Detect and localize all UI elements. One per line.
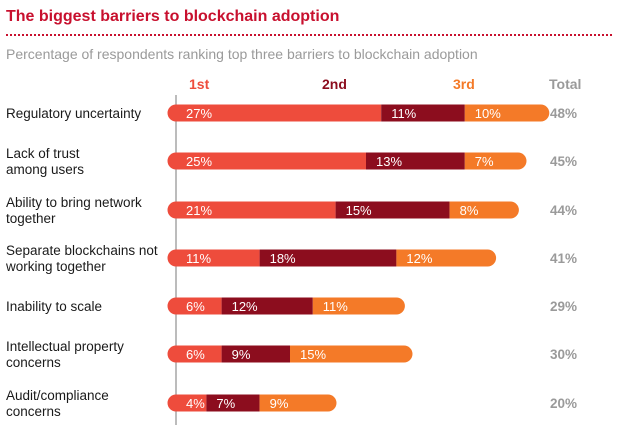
bar-segment-3rd	[259, 394, 328, 412]
data-label: 8%	[460, 203, 479, 218]
bar-segment-1st	[176, 249, 260, 267]
category-label: Regulatory uncertainty	[6, 106, 141, 121]
data-label: 11%	[186, 251, 211, 266]
bar-segment-3rd	[464, 152, 518, 170]
data-label: 21%	[186, 203, 212, 218]
total-label: 41%	[550, 251, 577, 266]
bar-segment-2nd	[221, 345, 290, 363]
data-label: 9%	[270, 396, 289, 411]
data-label: 6%	[186, 347, 205, 362]
chart-subtitle: Percentage of respondents ranking top th…	[6, 46, 478, 62]
bar-segment-3rd	[464, 104, 541, 122]
data-label: 13%	[376, 154, 402, 169]
data-label: 15%	[346, 203, 372, 218]
data-label: 4%	[186, 396, 205, 411]
bar-segment-3rd	[449, 201, 511, 219]
bar-segment-3rd	[396, 249, 488, 267]
data-label: 11%	[391, 106, 416, 121]
category-label: Separate blockchains not working together	[5, 243, 158, 274]
data-label: 7%	[216, 396, 235, 411]
bar-segment-1st	[176, 201, 336, 219]
data-label: 18%	[270, 251, 296, 266]
title-divider	[6, 34, 612, 36]
bar-segment-2nd	[381, 104, 465, 122]
bar-segment-1st	[176, 104, 382, 122]
data-label: 11%	[323, 299, 348, 314]
data-label: 27%	[186, 106, 212, 121]
total-label: 29%	[550, 299, 577, 314]
category-label: Audit/compliance concerns	[6, 388, 109, 419]
legend-total: Total	[549, 76, 582, 92]
legend-first: 1st	[189, 76, 210, 92]
bar-segment-1st	[176, 297, 222, 315]
category-label: Ability to bring network together	[6, 195, 142, 226]
chart-title: The biggest barriers to blockchain adopt…	[6, 8, 340, 25]
total-label: 48%	[550, 106, 577, 121]
total-label: 20%	[550, 396, 577, 411]
bar-segment-2nd	[221, 297, 313, 315]
total-label: 30%	[550, 347, 577, 362]
data-label: 15%	[300, 347, 326, 362]
bar-segment-3rd	[312, 297, 397, 315]
bar-segment-3rd	[290, 345, 404, 363]
category-label: Lack of trust among users	[6, 146, 84, 177]
bar-segment-1st	[176, 345, 222, 363]
data-label: 9%	[232, 347, 251, 362]
data-label: 12%	[232, 299, 258, 314]
data-label: 7%	[475, 154, 494, 169]
total-label: 45%	[550, 154, 577, 169]
data-label: 12%	[406, 251, 432, 266]
data-label: 25%	[186, 154, 212, 169]
legend-second: 2nd	[322, 76, 347, 92]
bar-segment-1st	[176, 394, 207, 412]
data-label: 6%	[186, 299, 205, 314]
bar-segment-2nd	[259, 249, 397, 267]
category-label: Inability to scale	[6, 299, 102, 314]
category-label: Intellectual property concerns	[6, 339, 124, 370]
bar-segment-1st	[176, 152, 366, 170]
total-label: 44%	[550, 203, 577, 218]
bar-segment-2nd	[335, 201, 450, 219]
data-label: 10%	[475, 106, 501, 121]
bar-segment-2nd	[206, 394, 260, 412]
bar-segment-2nd	[366, 152, 465, 170]
legend-third: 3rd	[453, 76, 475, 92]
